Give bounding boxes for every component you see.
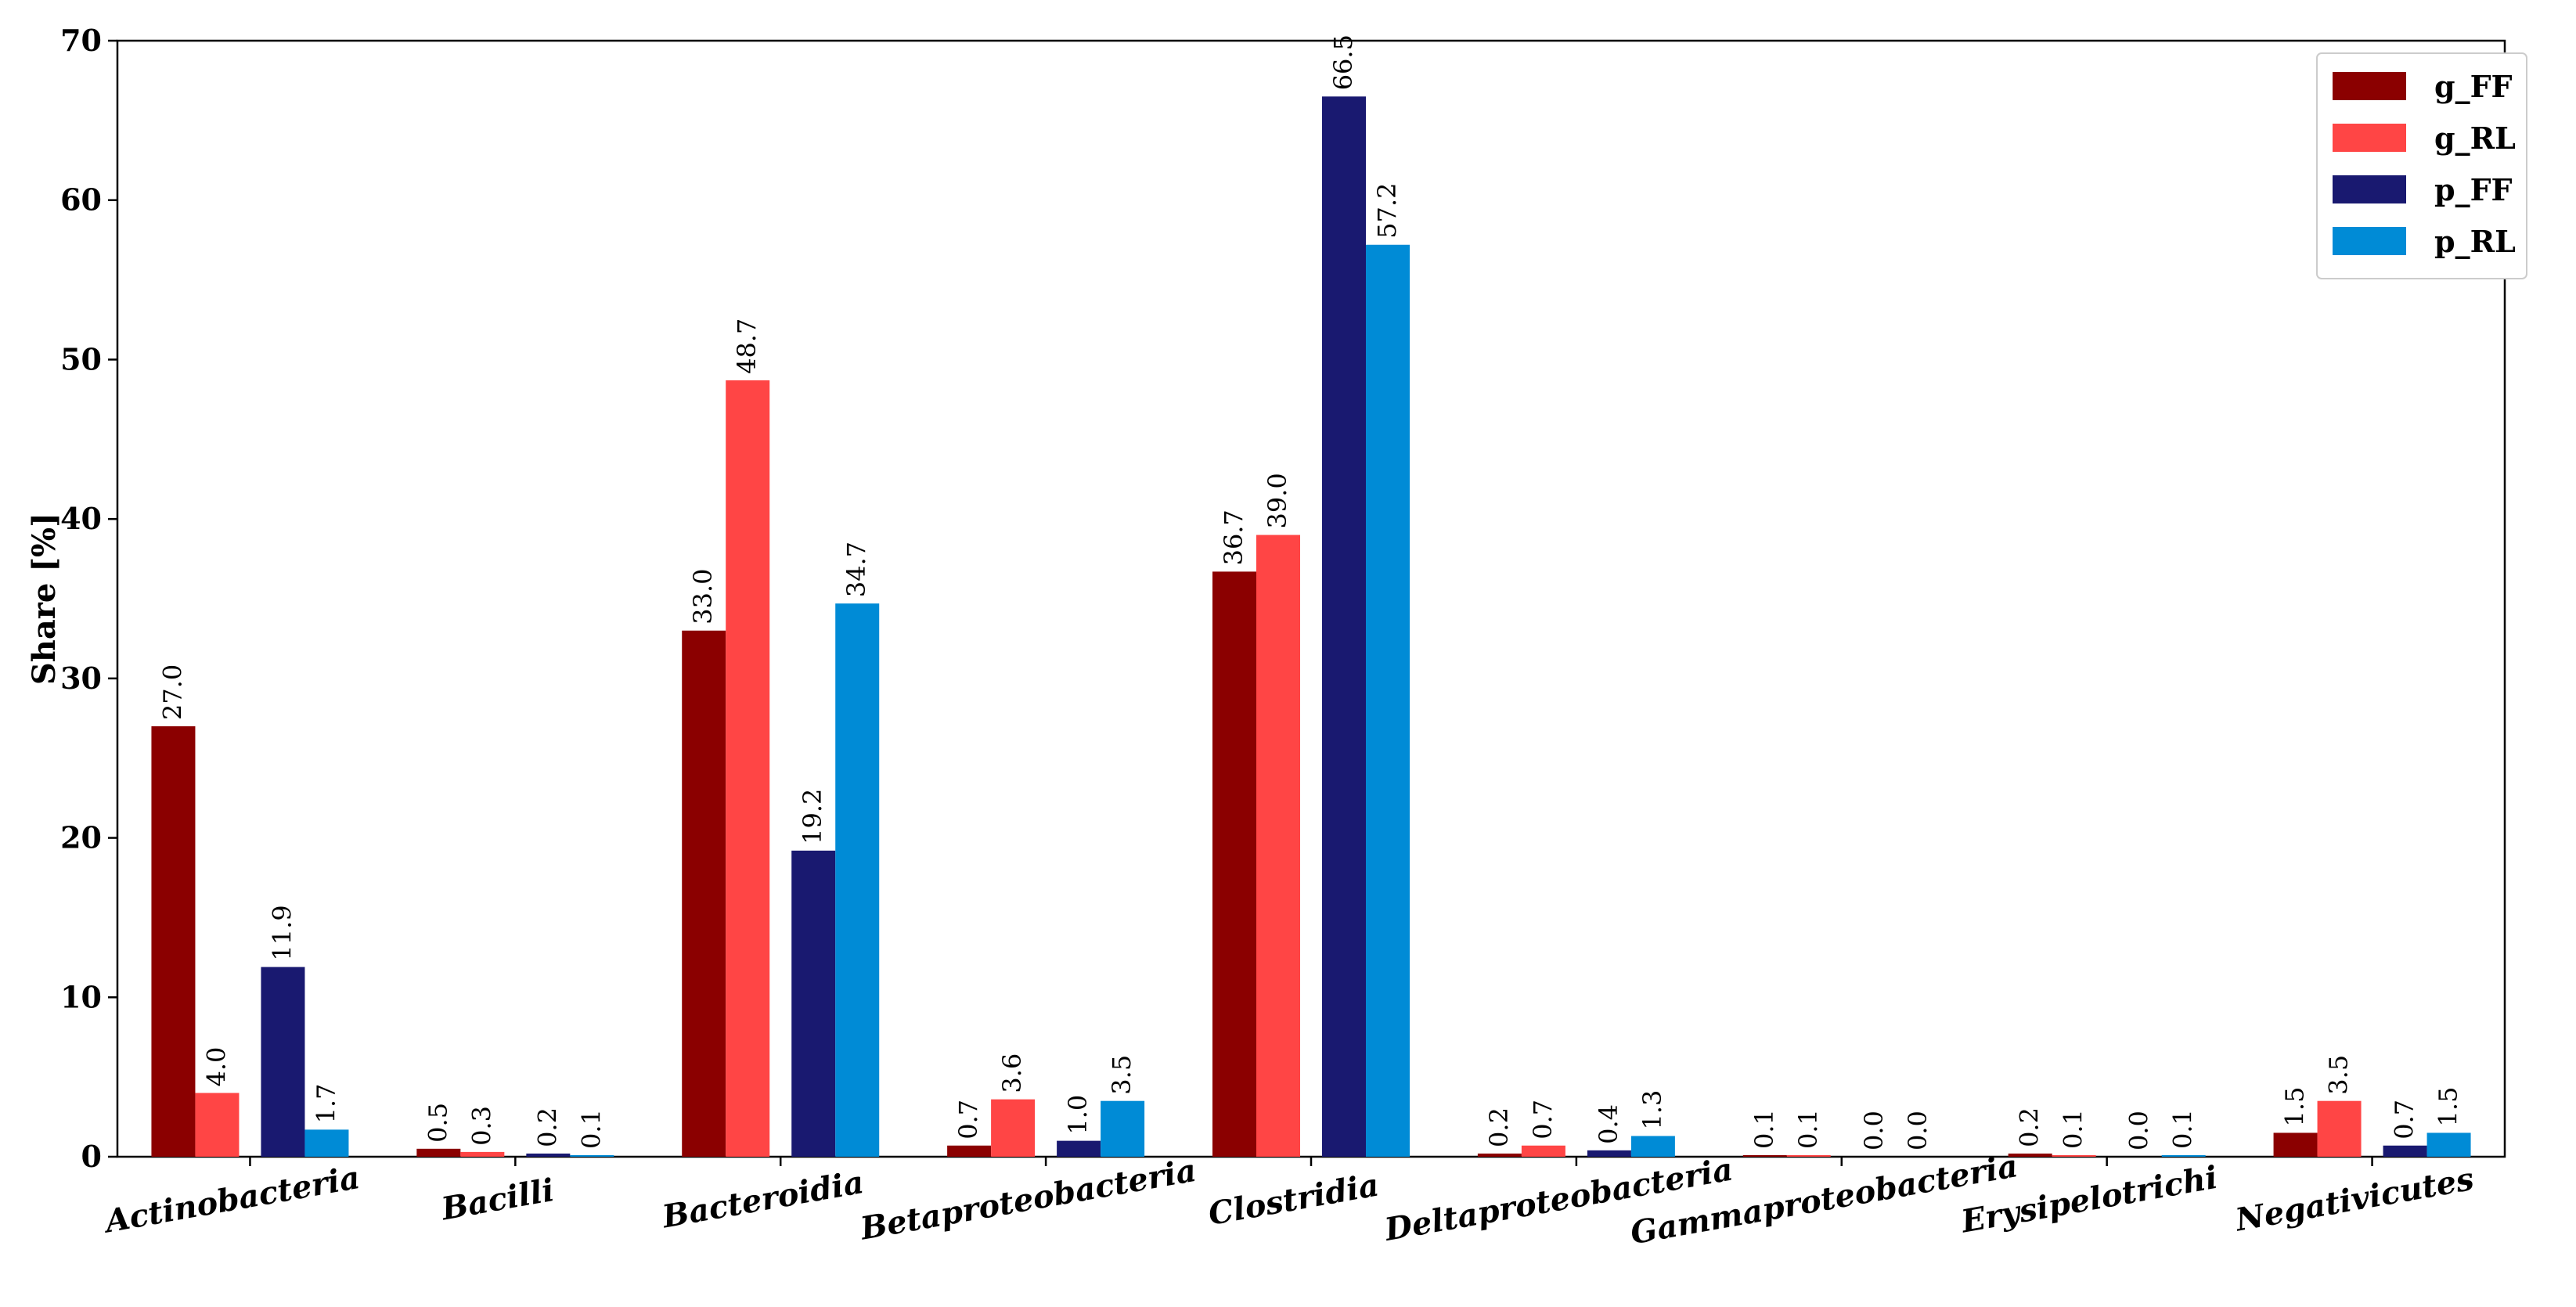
bar-p_RL bbox=[2426, 1132, 2471, 1157]
bar-g_RL bbox=[1256, 535, 1300, 1157]
data-label: 0.7 bbox=[953, 1100, 983, 1140]
data-label: 33.0 bbox=[688, 568, 718, 624]
bar-g_FF bbox=[1742, 1154, 1787, 1157]
legend-swatch-g_RL bbox=[2333, 124, 2406, 152]
bar-g_FF bbox=[1477, 1153, 1522, 1157]
data-label: 0.5 bbox=[423, 1103, 452, 1143]
data-label: 36.7 bbox=[1219, 509, 1248, 565]
legend-box bbox=[2316, 52, 2527, 279]
y-tick-label: 30 bbox=[60, 661, 102, 696]
data-label: 0.4 bbox=[1594, 1104, 1623, 1144]
data-label: 0.2 bbox=[2015, 1107, 2045, 1147]
data-label: 1.7 bbox=[311, 1083, 340, 1123]
data-label: 19.2 bbox=[798, 789, 827, 844]
y-tick-label: 10 bbox=[60, 979, 102, 1014]
data-label: 0.0 bbox=[1859, 1111, 1889, 1150]
y-axis-title: Share [%] bbox=[26, 513, 63, 685]
y-tick-label: 70 bbox=[60, 23, 102, 58]
data-label: 66.5 bbox=[1328, 34, 1358, 90]
y-tick-label: 20 bbox=[60, 820, 102, 855]
data-label: 57.2 bbox=[1372, 183, 1402, 239]
bar-p_RL bbox=[835, 603, 880, 1157]
data-label: 48.7 bbox=[732, 319, 762, 374]
x-category-label: Bacteroidia bbox=[659, 1164, 866, 1236]
bar-p_RL bbox=[304, 1129, 349, 1157]
bar-p_FF bbox=[2383, 1145, 2427, 1157]
bar-g_RL bbox=[2317, 1100, 2362, 1157]
y-tick-label: 0 bbox=[81, 1139, 102, 1174]
data-label: 0.1 bbox=[1749, 1109, 1779, 1149]
bar-p_RL bbox=[1101, 1100, 1145, 1157]
x-category-label: Negativicutes bbox=[2232, 1161, 2477, 1239]
data-label: 0.2 bbox=[1484, 1107, 1514, 1147]
bar-g_RL bbox=[726, 380, 770, 1157]
legend-swatch-p_FF bbox=[2333, 175, 2406, 203]
data-label: 0.7 bbox=[2390, 1100, 2419, 1140]
x-category-label: Actinobacteria bbox=[99, 1159, 362, 1240]
bar-p_RL bbox=[1366, 244, 1410, 1157]
bar-g_FF bbox=[2273, 1132, 2318, 1157]
bar-p_FF bbox=[526, 1153, 571, 1157]
data-label: 1.0 bbox=[1063, 1095, 1093, 1135]
bar-p_FF bbox=[1322, 96, 1366, 1157]
bar-p_FF bbox=[1587, 1150, 1631, 1157]
bar-g_RL bbox=[460, 1151, 505, 1157]
bar-p_FF bbox=[791, 850, 836, 1157]
data-label: 3.5 bbox=[1107, 1055, 1137, 1095]
data-label: 1.5 bbox=[2434, 1087, 2463, 1127]
x-category-label: Bacilli bbox=[438, 1172, 557, 1228]
data-label: 0.0 bbox=[2124, 1111, 2154, 1150]
data-label: 0.2 bbox=[532, 1107, 562, 1147]
bar-p_FF bbox=[261, 967, 305, 1157]
bar-g_FF bbox=[1212, 571, 1256, 1157]
legend-label: g_RL bbox=[2434, 121, 2516, 156]
bar-g_RL bbox=[1521, 1145, 1565, 1157]
legend-label: p_FF bbox=[2434, 172, 2513, 207]
data-label: 0.3 bbox=[467, 1106, 496, 1146]
bar-g_RL bbox=[1786, 1154, 1831, 1157]
bar-g_FF bbox=[416, 1148, 461, 1157]
plot-frame bbox=[116, 39, 2506, 1158]
legend-swatch-p_RL bbox=[2333, 227, 2406, 255]
legend-swatch-g_FF bbox=[2333, 72, 2406, 100]
data-label: 1.5 bbox=[2280, 1087, 2310, 1127]
bar-g_FF bbox=[2008, 1153, 2052, 1157]
data-label: 0.1 bbox=[576, 1109, 606, 1149]
bar-g_RL bbox=[2052, 1154, 2096, 1157]
bar-p_RL bbox=[2161, 1154, 2206, 1157]
legend-label: p_RL bbox=[2434, 224, 2516, 259]
data-label: 1.3 bbox=[1637, 1090, 1667, 1130]
bar-p_RL bbox=[570, 1154, 614, 1157]
x-category-label: Clostridia bbox=[1205, 1166, 1382, 1232]
bar-p_FF bbox=[1057, 1140, 1101, 1157]
y-tick-label: 40 bbox=[60, 501, 102, 536]
data-label: 3.6 bbox=[997, 1053, 1027, 1093]
data-label: 3.5 bbox=[2324, 1055, 2354, 1095]
legend-label: g_FF bbox=[2434, 69, 2513, 104]
data-label: 0.1 bbox=[2059, 1109, 2088, 1149]
data-label: 0.1 bbox=[2168, 1109, 2198, 1149]
data-label: 27.0 bbox=[157, 664, 187, 720]
x-category-label: Betaproteobacteria bbox=[857, 1152, 1199, 1248]
bar-p_RL bbox=[1630, 1136, 1675, 1157]
y-tick-label: 60 bbox=[60, 182, 102, 218]
bar-g_RL bbox=[991, 1099, 1036, 1157]
data-label: 4.0 bbox=[201, 1047, 231, 1087]
data-label: 0.0 bbox=[1903, 1111, 1933, 1150]
data-label: 0.1 bbox=[1793, 1109, 1823, 1149]
bar-g_FF bbox=[682, 630, 726, 1157]
y-tick-label: 50 bbox=[60, 341, 102, 376]
bar-g_FF bbox=[947, 1145, 992, 1157]
data-label: 34.7 bbox=[841, 542, 871, 597]
bar-g_RL bbox=[195, 1093, 240, 1157]
bar-g_FF bbox=[151, 726, 196, 1157]
data-label: 39.0 bbox=[1263, 473, 1292, 528]
data-label: 11.9 bbox=[267, 905, 297, 960]
data-label: 0.7 bbox=[1528, 1100, 1558, 1140]
